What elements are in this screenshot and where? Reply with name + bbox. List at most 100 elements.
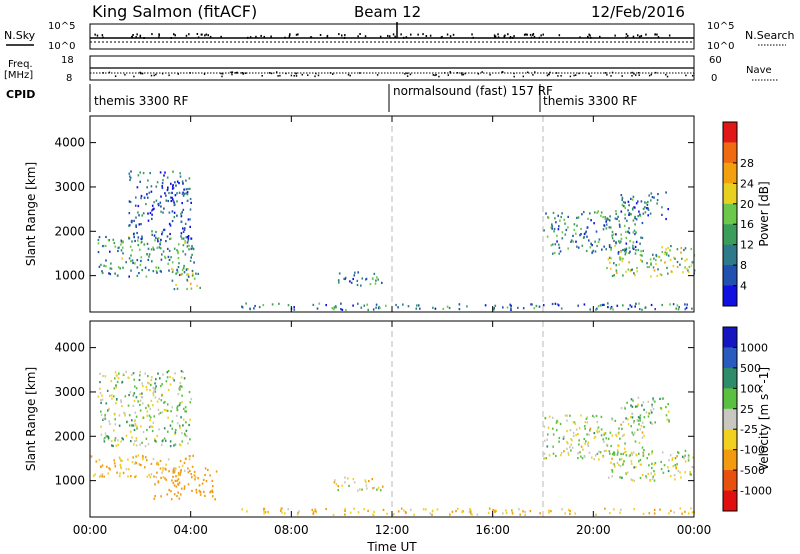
freq-speck bbox=[177, 73, 179, 75]
range-cell bbox=[103, 436, 106, 440]
range-cell bbox=[185, 188, 188, 191]
range-cell bbox=[146, 388, 148, 391]
range-cell bbox=[173, 379, 175, 382]
range-cell bbox=[675, 465, 677, 468]
range-cell bbox=[611, 237, 614, 240]
range-cell bbox=[583, 455, 586, 458]
range-cell bbox=[360, 284, 362, 287]
range-cell bbox=[650, 199, 652, 202]
range-cell bbox=[651, 450, 653, 453]
range-cell bbox=[625, 242, 628, 245]
range-cell bbox=[607, 437, 610, 440]
range-cell bbox=[654, 473, 656, 476]
range-cell bbox=[611, 234, 613, 237]
range-cell bbox=[559, 219, 561, 222]
range-cell bbox=[603, 449, 606, 452]
range-cell bbox=[134, 385, 136, 388]
range-cell bbox=[146, 242, 149, 245]
range-cell bbox=[492, 509, 494, 512]
range-cell bbox=[343, 277, 345, 280]
range-cell bbox=[574, 512, 576, 515]
range-cell bbox=[643, 425, 645, 429]
range-cell bbox=[170, 196, 172, 199]
range-cell bbox=[344, 476, 346, 479]
range-cell bbox=[112, 395, 115, 398]
range-cell bbox=[128, 394, 130, 397]
range-cell bbox=[171, 267, 173, 270]
range-cell bbox=[101, 270, 103, 273]
range-cell bbox=[169, 424, 172, 427]
range-cell bbox=[606, 217, 609, 220]
range-cell bbox=[341, 308, 344, 311]
range-cell bbox=[610, 257, 613, 260]
range-cell bbox=[614, 419, 617, 422]
range-cell bbox=[675, 307, 677, 310]
range-cell bbox=[199, 286, 201, 289]
range-cell bbox=[334, 305, 337, 308]
range-cell bbox=[577, 246, 580, 249]
range-cell bbox=[494, 304, 497, 307]
power-ylabel: Slant Range [km] bbox=[24, 162, 38, 266]
range-cell bbox=[543, 439, 546, 442]
range-cell bbox=[105, 235, 107, 239]
range-cell bbox=[152, 421, 155, 424]
freq-speck bbox=[406, 72, 408, 75]
range-cell bbox=[108, 467, 110, 470]
range-cell bbox=[153, 248, 155, 251]
range-cell bbox=[153, 234, 156, 237]
range-cell bbox=[103, 440, 106, 443]
range-cell bbox=[608, 256, 611, 259]
freq-speck bbox=[461, 73, 463, 76]
range-cell bbox=[117, 249, 119, 253]
range-cell bbox=[180, 220, 183, 223]
range-cell bbox=[687, 512, 690, 515]
range-cell bbox=[166, 409, 169, 412]
range-cell bbox=[632, 421, 635, 424]
range-cell bbox=[608, 226, 611, 229]
range-cell bbox=[561, 231, 564, 234]
range-cell bbox=[151, 260, 153, 263]
range-cell bbox=[171, 220, 174, 223]
range-cell bbox=[174, 431, 177, 434]
range-cell bbox=[179, 426, 181, 429]
range-cell bbox=[338, 272, 341, 275]
range-cell bbox=[686, 267, 688, 270]
freq-unit: [MHz] bbox=[4, 70, 33, 81]
range-cell bbox=[627, 209, 629, 212]
freq-speck bbox=[230, 71, 232, 74]
range-cell bbox=[164, 255, 166, 258]
range-cell bbox=[121, 257, 123, 260]
range-cell bbox=[142, 212, 145, 215]
range-cell bbox=[578, 439, 580, 442]
range-cell bbox=[188, 458, 191, 461]
range-cell bbox=[618, 463, 620, 467]
range-cell bbox=[660, 273, 663, 277]
range-cell bbox=[170, 199, 173, 203]
range-cell bbox=[597, 240, 600, 244]
range-cell bbox=[596, 427, 599, 430]
noise-speck bbox=[503, 35, 505, 38]
range-cell bbox=[166, 235, 169, 238]
range-cell bbox=[373, 272, 376, 275]
range-cell bbox=[117, 377, 120, 380]
range-cell bbox=[684, 303, 686, 306]
range-cell bbox=[584, 231, 587, 235]
range-cell bbox=[640, 236, 642, 239]
freq-speck bbox=[606, 74, 608, 76]
range-cell bbox=[141, 441, 143, 444]
range-cell bbox=[160, 210, 162, 213]
range-cell bbox=[172, 199, 175, 203]
range-cell bbox=[620, 194, 623, 197]
range-cell bbox=[648, 464, 650, 467]
range-cell bbox=[127, 404, 130, 407]
range-cell bbox=[594, 240, 596, 243]
range-cell bbox=[190, 256, 192, 259]
range-cell bbox=[164, 192, 166, 195]
range-cell bbox=[198, 484, 201, 487]
range-cell bbox=[603, 440, 605, 443]
range-cell bbox=[340, 308, 342, 311]
range-cell bbox=[352, 277, 354, 281]
range-cell bbox=[191, 253, 193, 256]
range-cell bbox=[620, 407, 623, 410]
range-cell bbox=[685, 306, 688, 309]
